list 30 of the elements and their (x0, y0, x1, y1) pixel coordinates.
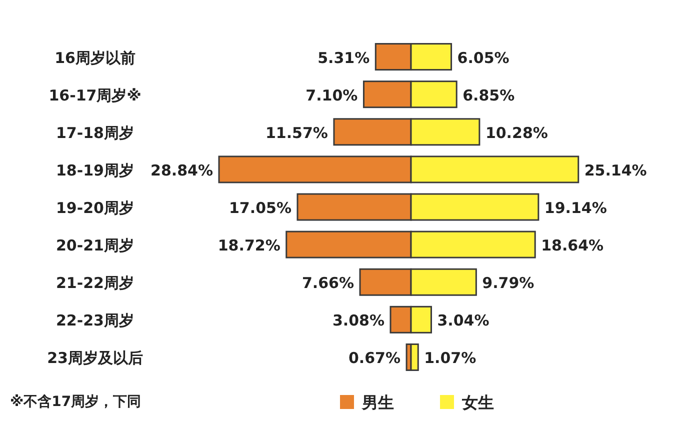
data-label: 5.31% (318, 48, 370, 67)
y-tick-label: 21-22周岁 (56, 274, 134, 292)
data-label: 10.28% (485, 124, 548, 142)
y-tick-label: 23周岁及以后 (47, 349, 143, 368)
data-label: 18.72% (218, 236, 280, 255)
y-tick-label: 20-21周岁 (56, 236, 134, 255)
y-tick-label: 17-18周岁 (56, 124, 134, 142)
data-label: 17.05% (229, 199, 292, 217)
y-tick-label: 22-23周岁 (56, 312, 134, 330)
data-label: 6.85% (462, 86, 515, 104)
data-label: 25.14% (584, 161, 647, 180)
y-tick-label: 16-17周岁※ (48, 86, 142, 104)
data-label: 3.08% (332, 312, 384, 330)
y-tick-label: 19-20周岁 (56, 199, 134, 217)
data-label: 1.07% (424, 349, 476, 368)
data-label: 7.66% (302, 274, 354, 292)
data-label: 3.04% (437, 312, 490, 330)
data-label: 0.67% (348, 349, 401, 368)
data-label: 18.64% (541, 236, 604, 255)
text: ※不含17周岁，下同 (10, 394, 142, 410)
data-label: 19.14% (544, 199, 607, 217)
legend-label: 女生 (461, 393, 494, 412)
legend-label: 男生 (361, 393, 394, 412)
data-label: 7.10% (306, 86, 358, 104)
y-tick-label: 16周岁以前 (54, 48, 136, 67)
data-label: 6.05% (457, 48, 510, 67)
data-label: 28.84% (150, 161, 213, 180)
data-label: 11.57% (265, 124, 328, 142)
y-tick-label: 18-19周岁 (56, 161, 134, 180)
data-label: 9.79% (482, 274, 534, 292)
